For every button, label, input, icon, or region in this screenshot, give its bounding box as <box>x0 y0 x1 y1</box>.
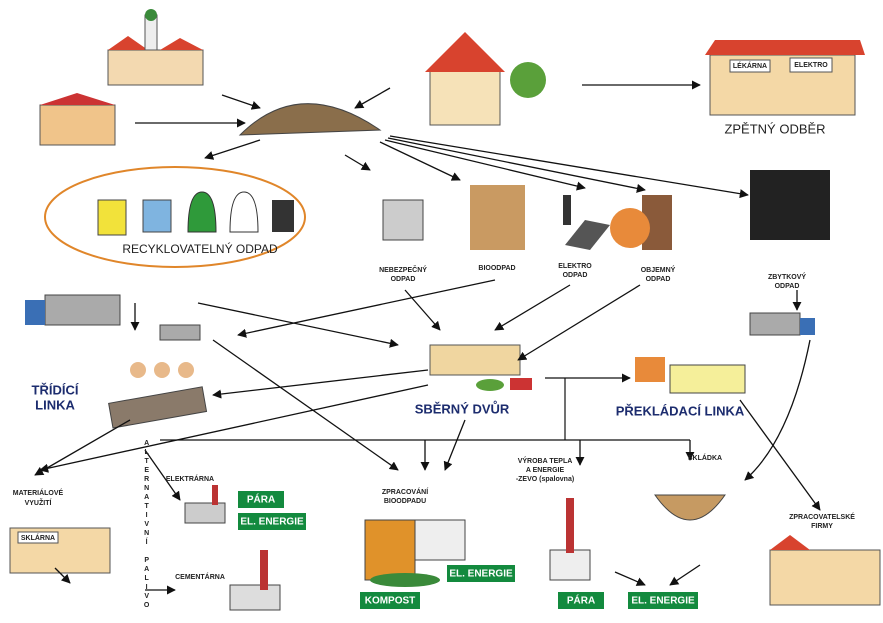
shop-sign: LÉKÁRNA <box>733 61 767 70</box>
plant-label: VÝROBA TEPLA <box>518 456 573 465</box>
facility-label: PŘEKLÁDACÍ LINKA <box>616 403 745 418</box>
plant-label: CEMENTÁRNA <box>175 572 225 581</box>
output-box: EL. ENERGIE <box>447 565 515 582</box>
waste-label: OBJEMNÝ <box>641 265 676 274</box>
plant-label: ELEKTRÁRNA <box>166 474 214 483</box>
output-box: KOMPOST <box>360 592 420 609</box>
plant-label: ZPRACOVÁNÍ <box>382 487 429 496</box>
waste-label: ODPAD <box>391 276 416 283</box>
output-box: EL. ENERGIE <box>238 513 306 530</box>
recyclable-label: RECYKLOVATELNÝ ODPAD <box>122 241 278 256</box>
shop-sign: SKLÁRNA <box>21 533 55 542</box>
waste-label: NEBEZPEČNÝ <box>379 265 427 274</box>
output-label: PÁRA <box>247 493 275 506</box>
plant-label: BIOODPADU <box>384 498 426 505</box>
plant-label: -ZEVO (spalovna) <box>516 476 574 483</box>
processor-label: FIRMY <box>811 523 833 530</box>
return-label: ZPĚTNÝ ODBĚR <box>724 121 825 136</box>
output-box: EL. ENERGIE <box>628 592 698 609</box>
processor-label: ZPRACOVATELSKÉ <box>789 512 855 521</box>
output-label: EL. ENERGIE <box>449 569 513 580</box>
facility-label: LINKA <box>35 397 75 412</box>
fuel-label: ALTERNATIVNÍ PALIVO <box>143 440 150 611</box>
output-label: PÁRA <box>567 594 595 607</box>
illustrations <box>10 9 880 610</box>
material-label: VYUŽITÍ <box>25 498 53 507</box>
waste-label: ODPAD <box>563 272 588 279</box>
facility-label: TŘÍDÍCÍ <box>32 382 79 397</box>
output-box: PÁRA <box>238 491 284 508</box>
waste-label: ZBYTKOVÝ <box>768 272 806 281</box>
waste-label: BIOODPAD <box>478 265 515 272</box>
output-label: EL. ENERGIE <box>240 517 304 528</box>
output-label: KOMPOST <box>365 596 416 607</box>
facility-label: SBĚRNÝ DVŮR <box>415 400 510 416</box>
diagram: ZPĚTNÝ ODBĚR LÉKÁRNA ELEKTRO RECYKLOVATE… <box>0 0 883 623</box>
landfill-label: SKLÁDKA <box>688 453 722 462</box>
waste-label: ODPAD <box>646 276 671 283</box>
output-label: EL. ENERGIE <box>631 596 695 607</box>
material-label: MATERIÁLOVÉ <box>13 488 64 497</box>
plant-label: A ENERGIE <box>526 467 565 474</box>
waste-label: ODPAD <box>775 283 800 290</box>
output-box: PÁRA <box>558 592 604 609</box>
shop-sign: ELEKTRO <box>794 62 828 69</box>
waste-label: ELEKTRO <box>558 263 592 270</box>
